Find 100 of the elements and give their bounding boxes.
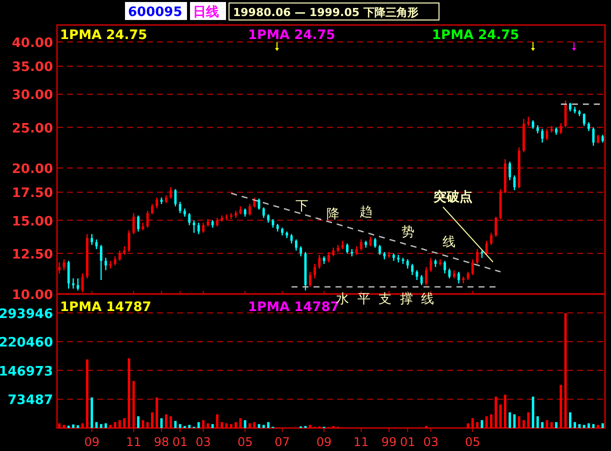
- bar: [518, 416, 520, 428]
- x-tick-label: 98: [154, 435, 170, 449]
- bar: [90, 397, 94, 428]
- bar: [230, 424, 232, 428]
- bar: [156, 397, 158, 428]
- bar: [527, 412, 530, 428]
- annotation: 下: [296, 199, 308, 214]
- y-tick-label: 73487: [8, 393, 53, 408]
- bar: [206, 423, 210, 428]
- bar: [118, 420, 121, 428]
- bar: [513, 414, 516, 428]
- bar: [308, 424, 312, 428]
- y-tick-label: 40.00: [12, 36, 53, 51]
- bar: [244, 420, 246, 428]
- bar: [220, 422, 224, 428]
- bar: [100, 424, 102, 428]
- bar: [174, 420, 177, 428]
- bar: [267, 422, 270, 428]
- bar: [239, 418, 242, 428]
- x-tick-label: 01: [400, 435, 416, 449]
- bar: [170, 416, 172, 428]
- bar: [178, 424, 182, 428]
- bar: [536, 416, 539, 428]
- annotation: 1PMA 14787: [60, 300, 152, 315]
- bar: [146, 422, 149, 428]
- annotation: 趋: [360, 205, 372, 220]
- annotation: 1PMA 24.75: [60, 28, 148, 43]
- bar: [151, 412, 154, 428]
- annotation: 1PMA 24.75: [248, 28, 336, 43]
- x-tick-label: 07: [274, 435, 290, 449]
- bar: [592, 424, 595, 428]
- x-tick-label: 05: [465, 435, 480, 449]
- bar: [601, 423, 604, 428]
- x-tick-label: 09: [316, 435, 332, 449]
- bar: [132, 380, 135, 428]
- bar: [582, 424, 586, 428]
- y-tick-label: 12.50: [12, 247, 53, 262]
- y-tick-label: 220460: [0, 336, 53, 351]
- annotation: 突破点: [432, 189, 472, 205]
- x-tick-label: 03: [423, 435, 438, 449]
- x-tick-label: 11: [126, 435, 142, 449]
- bar: [508, 412, 511, 428]
- bar: [550, 422, 553, 428]
- bar: [476, 422, 478, 428]
- bar: [114, 422, 116, 428]
- y-tick-label: 30.00: [12, 88, 53, 104]
- x-tick-label: 01: [172, 435, 188, 449]
- bar: [262, 424, 265, 428]
- y-tick-label: 20.00: [12, 162, 53, 177]
- bar: [109, 424, 112, 428]
- bar: [568, 412, 572, 428]
- bar: [560, 384, 562, 428]
- x-tick-label: 03: [196, 435, 211, 449]
- bar: [555, 422, 558, 428]
- x-tick-label: 05: [237, 435, 253, 449]
- bar: [504, 394, 506, 428]
- y-tick-label: 10.00: [12, 288, 53, 303]
- annotation: 降: [326, 207, 340, 222]
- bar: [574, 422, 576, 428]
- annotation: 1PMA 24.75: [432, 28, 520, 43]
- bar: [494, 396, 498, 428]
- bar: [234, 422, 237, 428]
- x-tick-label: 99: [381, 435, 397, 449]
- chart-title: 19980.06 — 1999.05 下降三角形: [233, 6, 418, 19]
- bar: [522, 420, 525, 428]
- bar: [490, 414, 492, 428]
- y-tick-label: 35.00: [12, 60, 53, 76]
- bar: [188, 424, 191, 428]
- y-tick-label: 15.00: [12, 214, 53, 230]
- y-tick-label: 146973: [0, 364, 53, 380]
- bar: [480, 420, 484, 428]
- bar: [253, 422, 256, 428]
- bar: [216, 414, 218, 428]
- annotation: 线: [442, 235, 456, 250]
- bar: [72, 424, 74, 428]
- bar: [197, 422, 200, 428]
- bar: [164, 414, 168, 428]
- bar: [76, 425, 80, 428]
- bar: [211, 424, 214, 428]
- bar: [588, 423, 590, 428]
- x-tick-label: 11: [354, 435, 369, 449]
- y-tick-label: 17.50: [12, 186, 53, 202]
- bar: [137, 416, 140, 428]
- bar: [142, 420, 144, 428]
- bar: [546, 420, 548, 428]
- bar: [471, 418, 474, 428]
- bar: [123, 418, 126, 428]
- x-tick-label: 09: [84, 435, 100, 449]
- bar: [86, 359, 88, 428]
- text: 日线: [193, 5, 219, 20]
- text: 600095: [128, 5, 182, 20]
- bar: [541, 422, 544, 428]
- bar: [248, 423, 251, 428]
- bar: [104, 423, 107, 428]
- bar: [58, 423, 61, 428]
- y-tick-label: 25.00: [12, 121, 53, 136]
- annotation: 势: [402, 225, 414, 240]
- bar: [202, 420, 204, 428]
- y-tick-label: 293946: [0, 306, 53, 322]
- bar: [485, 416, 488, 428]
